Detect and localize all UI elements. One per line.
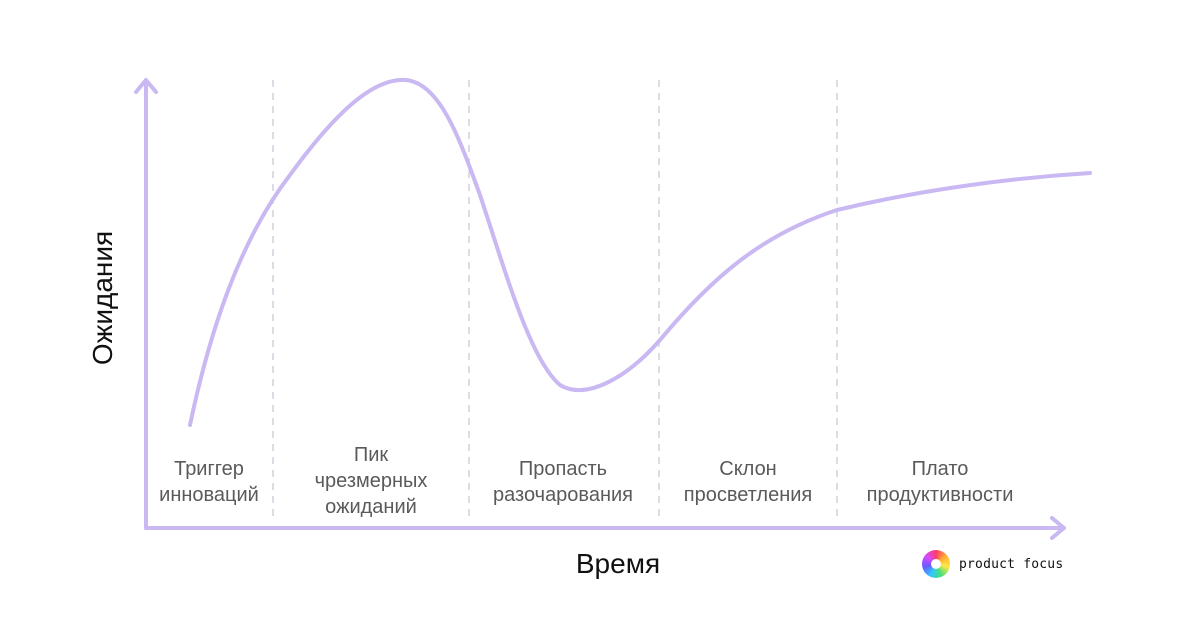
y-axis-label: Ожидания bbox=[87, 230, 118, 366]
phase-label-slope-of-enlightenment: Склон просветления bbox=[683, 458, 813, 506]
brand: product focus bbox=[922, 550, 1063, 578]
phase-label-innovation-trigger: Триггер инноваций bbox=[159, 458, 259, 506]
brand-name: product focus bbox=[959, 556, 1064, 572]
y-axis-arrowhead bbox=[134, 78, 158, 94]
x-axis-arrowhead bbox=[1050, 516, 1066, 540]
phase-label-trough-of-disillusionment: Пропасть разочарования bbox=[492, 458, 634, 506]
phase-label-peak-of-inflated-expectations: Пик чрезмерных ожиданий bbox=[314, 444, 428, 518]
hype-cycle-curve bbox=[188, 77, 1092, 427]
phase-label-plateau-of-productivity: Плато продуктивности bbox=[866, 458, 1014, 506]
product-focus-logo-icon bbox=[922, 550, 950, 578]
x-axis-label: Время bbox=[575, 548, 661, 579]
